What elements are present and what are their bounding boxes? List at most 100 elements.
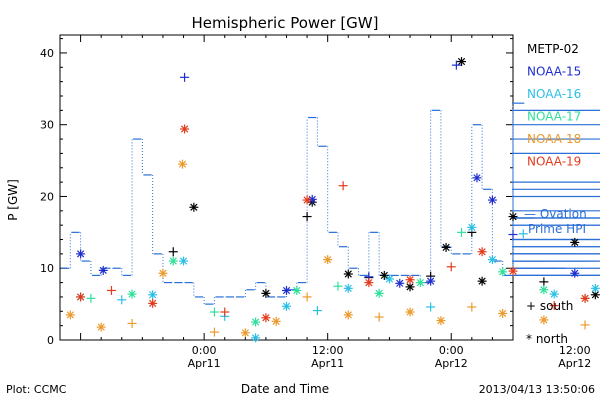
data-point (209, 327, 219, 337)
data-point (292, 285, 302, 295)
data-point (261, 313, 271, 323)
data-point (487, 255, 497, 265)
plot-timestamp: 2013/04/13 13:50:06 (479, 383, 595, 396)
legend-entry: NOAA-16 (527, 87, 581, 101)
data-point (168, 256, 178, 266)
data-point (580, 320, 590, 330)
data-point (127, 318, 137, 328)
data-point (374, 312, 384, 322)
data-point (86, 293, 96, 303)
data-point (457, 227, 467, 237)
legend-south: + south (526, 299, 573, 313)
data-point (251, 333, 261, 343)
data-point (570, 268, 580, 278)
data-point (168, 247, 178, 257)
data-point (508, 266, 518, 276)
data-point (302, 212, 312, 222)
data-point (498, 267, 508, 277)
data-point (477, 247, 487, 257)
data-point (539, 277, 549, 287)
plot-source: Plot: CCMC (6, 383, 67, 396)
data-point (106, 285, 116, 295)
data-point (405, 307, 415, 317)
chart-title: Hemispheric Power [GW] (192, 14, 379, 32)
data-point (180, 72, 190, 82)
data-point (282, 301, 291, 311)
legend-ovation-line1: — Ovation (524, 207, 587, 221)
data-point (487, 195, 497, 205)
data-point (498, 308, 508, 318)
data-point (76, 292, 86, 302)
legend-entry: METP-02 (527, 42, 579, 56)
data-point (302, 292, 312, 302)
data-point (467, 302, 477, 312)
legend-north: * north (526, 332, 568, 346)
y-tick-label: 30 (40, 119, 54, 132)
data-point (271, 316, 281, 326)
data-point (364, 278, 374, 288)
data-point (539, 285, 549, 295)
legend-entry: NOAA-15 (527, 65, 581, 79)
satellite-markers (65, 57, 600, 343)
data-point (178, 159, 188, 169)
data-point (302, 195, 312, 205)
data-point (441, 242, 451, 252)
data-point (179, 256, 189, 266)
data-point (148, 290, 158, 300)
data-point (343, 310, 353, 320)
y-tick-label: 40 (40, 47, 54, 60)
data-point (457, 57, 467, 67)
data-point (436, 316, 446, 326)
data-point (477, 276, 487, 286)
data-point (405, 275, 415, 285)
x-tick-date-label: Apr12 (558, 357, 591, 370)
data-point (508, 230, 518, 240)
y-tick-label: 10 (40, 262, 54, 275)
data-point (472, 173, 482, 183)
data-point (312, 306, 322, 316)
data-point (251, 317, 261, 327)
data-point (415, 278, 425, 288)
data-point (374, 288, 384, 298)
x-tick-time-label: 0:00 (439, 344, 464, 357)
data-point (180, 124, 190, 134)
data-point (426, 302, 436, 312)
y-axis-label: P [GW] (6, 179, 20, 221)
data-point (343, 283, 353, 293)
data-point (323, 255, 333, 265)
x-axis: 0:00Apr1112:00Apr110:00Apr1212:00Apr120:… (59, 35, 591, 370)
data-point (446, 262, 456, 272)
data-point (580, 293, 590, 303)
data-point (570, 237, 580, 247)
data-point (240, 328, 250, 338)
data-point (549, 301, 559, 311)
ovation-prime-hpi-series (61, 102, 600, 305)
data-point (508, 212, 518, 222)
y-tick-label: 20 (40, 190, 54, 203)
legend-entry: NOAA-17 (527, 110, 581, 124)
data-point (549, 289, 559, 299)
legend: METP-02 NOAA-15 NOAA-16 NOAA-17 NOAA-18 NOAA-… (524, 42, 587, 346)
data-point (65, 310, 75, 320)
y-axis: 0 10 20 30 40 (40, 38, 513, 347)
data-point (189, 202, 199, 212)
y-tick-label: 0 (47, 334, 54, 347)
data-point (148, 298, 158, 308)
data-point (333, 281, 343, 291)
data-point (395, 278, 405, 288)
legend-entry: NOAA-19 (527, 155, 581, 169)
data-point (282, 285, 291, 295)
data-point (338, 181, 348, 191)
x-tick-time-label: 12:00 (312, 344, 344, 357)
legend-ovation-line2: Prime HPI (528, 222, 586, 236)
data-point (379, 270, 389, 280)
data-point (96, 322, 106, 332)
legend-entry: NOAA-18 (527, 132, 581, 146)
data-point (590, 283, 600, 293)
data-point (343, 269, 353, 279)
data-point (98, 265, 108, 275)
data-point (220, 307, 230, 317)
data-point (451, 60, 461, 70)
x-tick-time-label: 0:00 (192, 344, 217, 357)
